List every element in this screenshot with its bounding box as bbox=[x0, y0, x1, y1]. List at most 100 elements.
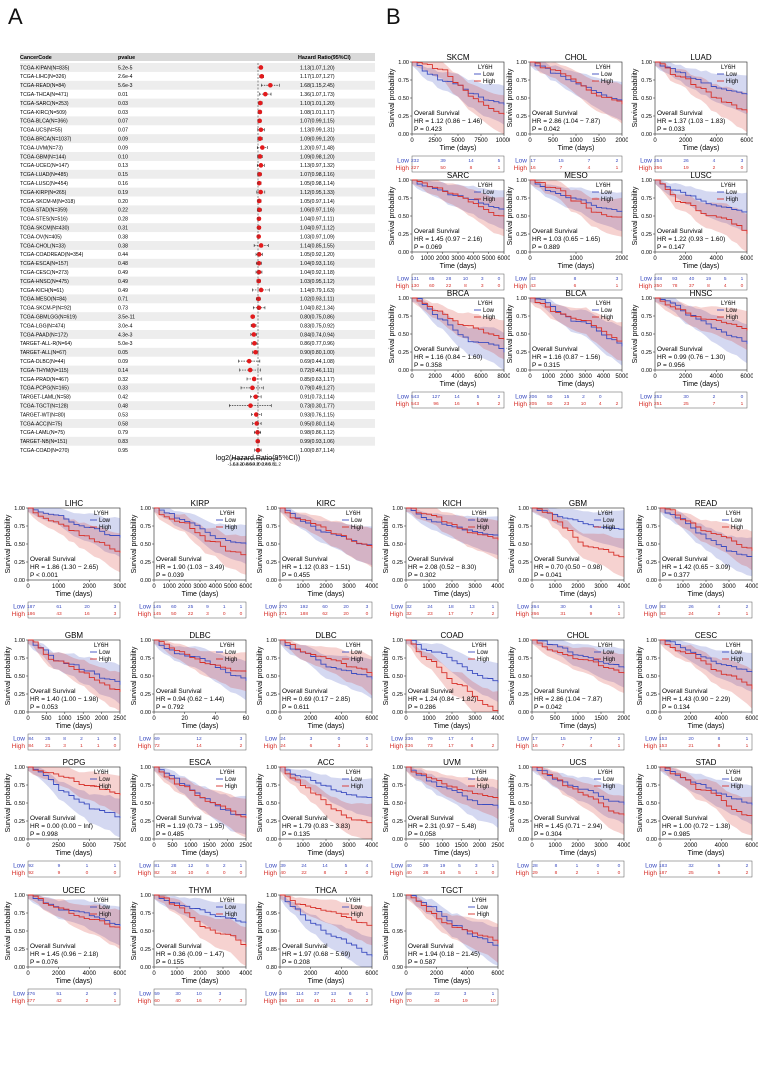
km-risk-high-value: 10 bbox=[581, 401, 587, 407]
forest-point bbox=[258, 287, 264, 293]
km-title: KIRC bbox=[316, 499, 335, 508]
km-ylabel: Survival probability bbox=[383, 901, 390, 960]
km-risk-low-label: Low bbox=[640, 276, 652, 283]
km-xlabel: Time (days) bbox=[558, 381, 595, 388]
forest-row-code: TCGA-COADREAD(N=354) bbox=[20, 252, 84, 258]
forest-row-code: TCGA-BRCA(N=1037) bbox=[20, 137, 72, 143]
km-risk-low-value: 32 bbox=[688, 863, 694, 869]
km-os-label: Overall Survival bbox=[282, 556, 328, 563]
forest-row-code: TCGA-HNSC(N=475) bbox=[20, 279, 69, 285]
km-ytick-label: 0.50 bbox=[140, 801, 151, 807]
km-ylabel: Survival probability bbox=[507, 304, 514, 363]
km-title: READ bbox=[695, 499, 717, 508]
forest-row-code: TARGET-LAML(N=58) bbox=[20, 395, 71, 401]
km-risk-high-value: 9 bbox=[58, 870, 61, 876]
km-ytick-label: 0.25 bbox=[140, 560, 151, 566]
km-risk-high-value: 1 bbox=[597, 870, 600, 876]
km-frame bbox=[531, 766, 625, 840]
km-ytick-label: 0.75 bbox=[14, 524, 25, 530]
km-pvalue: P = 0.033 bbox=[657, 126, 685, 133]
km-risk-low-value: 19 bbox=[440, 863, 446, 869]
km-risk-low-value: 0 bbox=[597, 863, 600, 869]
km-ylabel: Survival probability bbox=[637, 773, 644, 832]
km-xtick-label: 4000 bbox=[617, 843, 630, 849]
km-ytick-label: 1.00 bbox=[140, 506, 151, 512]
km-risk-low-value: 2 bbox=[618, 736, 621, 742]
km-ci-band bbox=[532, 767, 624, 835]
km-risk-low-label: Low bbox=[515, 394, 527, 401]
km-risk-high-value: 43 bbox=[56, 611, 62, 617]
km-ylabel: Survival probability bbox=[383, 773, 390, 832]
km-xlabel: Time (days) bbox=[182, 591, 219, 598]
km-legend-title: LY6H bbox=[596, 301, 611, 307]
km-xtick-label: 1000 bbox=[548, 584, 562, 590]
forest-point bbox=[254, 421, 260, 426]
km-legend-high: High bbox=[603, 657, 615, 663]
km-xlabel: Time (days) bbox=[308, 978, 345, 985]
km-legend-title: LY6H bbox=[346, 770, 361, 776]
forest-row-hr: 1.08(1.01,1.17) bbox=[300, 110, 335, 116]
km-xtick-label: 3000 bbox=[342, 843, 356, 849]
km-xtick-label: 1000 bbox=[548, 843, 562, 849]
km-ytick-label: 0.75 bbox=[140, 524, 151, 530]
km-ytick-label: 0.75 bbox=[392, 656, 403, 662]
km-risk-high-label: High bbox=[644, 611, 658, 618]
km-ytick-label: 0.25 bbox=[646, 819, 657, 825]
km-risk-high-value: 2 bbox=[492, 743, 495, 749]
km-ytick-label: 0.90 bbox=[392, 965, 403, 971]
km-title: MESO bbox=[564, 171, 588, 180]
km-curve-low bbox=[406, 639, 499, 683]
km-ci-band bbox=[280, 508, 372, 568]
km-xtick-label: 0 bbox=[653, 138, 657, 144]
km-xlabel: Time (days) bbox=[56, 978, 93, 985]
km-risk-low-value: 28 bbox=[171, 863, 177, 869]
forest-point bbox=[256, 269, 262, 275]
km-curve-high bbox=[280, 766, 373, 824]
km-ytick-label: 0.00 bbox=[641, 132, 652, 138]
forest-row-hr: 0.80(0.75,0.86) bbox=[300, 315, 335, 321]
km-curve-high bbox=[406, 894, 499, 944]
forest-row-band bbox=[20, 294, 375, 304]
km-risk-high-value: 543 bbox=[411, 401, 419, 407]
km-risk-low-label: Low bbox=[13, 991, 25, 998]
km-os-label: Overall Survival bbox=[534, 688, 580, 695]
km-risk-low-value: 8 bbox=[718, 736, 721, 742]
km-pvalue: P = 0.058 bbox=[408, 831, 436, 838]
km-ci-band bbox=[28, 767, 120, 838]
km-ytick-label: 0.00 bbox=[14, 578, 25, 584]
km-title: STAD bbox=[696, 758, 717, 767]
km-hr: HR = 2.08 (0.52 − 8.30) bbox=[408, 564, 476, 571]
km-ytick-label: 0.75 bbox=[641, 196, 652, 202]
forest-row-code: TARGET-ALL(N=67) bbox=[20, 350, 67, 356]
km-ytick-label: 0.50 bbox=[646, 542, 657, 548]
km-risk-high-label: High bbox=[12, 611, 26, 618]
km-curve-low bbox=[660, 766, 753, 806]
forest-header-pvalue: pvalue bbox=[118, 55, 135, 61]
km-risk-low-value: 39 bbox=[280, 863, 286, 869]
km-curve-high bbox=[530, 179, 623, 218]
forest-row-code: TCGA-ACC(N=75) bbox=[20, 421, 63, 427]
km-risk-high-label: High bbox=[390, 743, 404, 750]
km-legend-high: High bbox=[351, 784, 363, 790]
km-risk-low-value: 3 bbox=[475, 863, 478, 869]
km-curve-low bbox=[660, 639, 753, 673]
forest-row-band bbox=[20, 401, 375, 411]
km-xtick-label: 3000 bbox=[342, 584, 356, 590]
forest-row-hr: 0.83(0.75,0.92) bbox=[300, 323, 335, 329]
forest-point bbox=[257, 171, 262, 177]
km-legend-low: Low bbox=[477, 518, 489, 524]
km-ytick-label: 0.25 bbox=[266, 819, 277, 825]
km-risk-high-value: 10 bbox=[490, 998, 496, 1004]
forest-point bbox=[247, 367, 253, 373]
km-hr: HR = 0.00 (0.00 − Inf) bbox=[30, 823, 93, 830]
km-risk-high-value: 34 bbox=[434, 998, 440, 1004]
forest-row-code: TCGA-LAML(N=75) bbox=[20, 430, 65, 436]
km-risk-high-value: 3 bbox=[63, 743, 66, 749]
km-risk-high-label: High bbox=[516, 870, 530, 877]
km-legend-high: High bbox=[726, 197, 738, 203]
km-xtick-label: 4000 bbox=[491, 584, 504, 590]
km-ytick-label: 0.50 bbox=[398, 332, 409, 338]
